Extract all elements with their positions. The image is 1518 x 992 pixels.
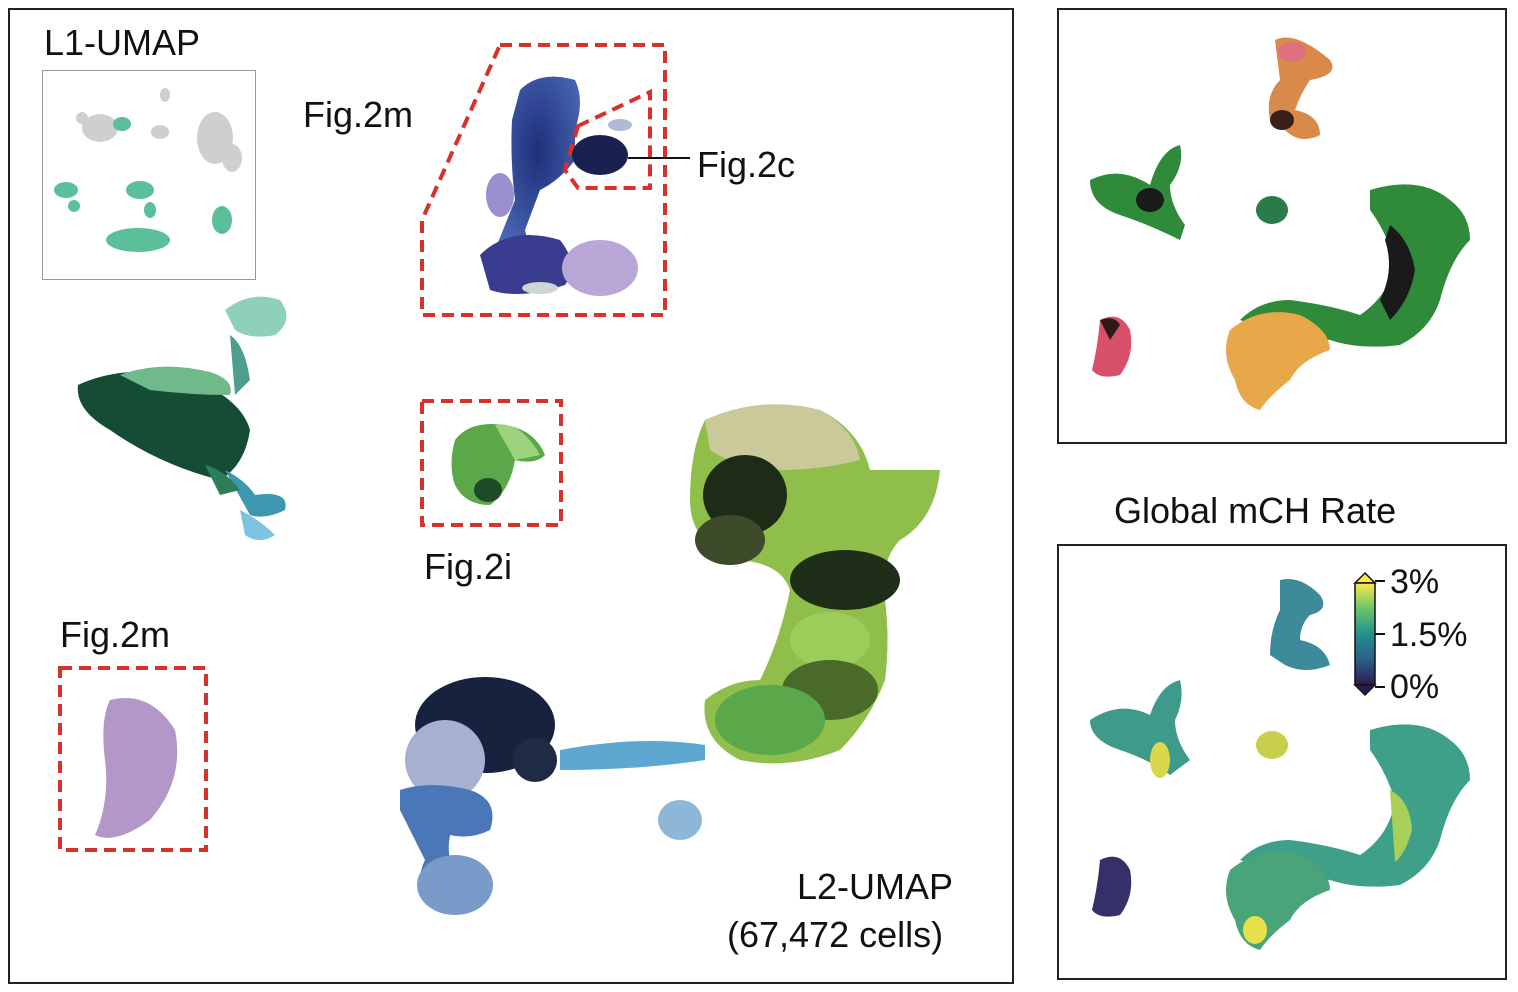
green-cluster — [77, 296, 287, 540]
fig2c-box — [562, 88, 652, 190]
colorbar-tick-max: 3% — [1390, 563, 1440, 601]
purple-crescent-cluster — [95, 698, 178, 838]
fig2i-box — [420, 399, 563, 527]
cell-count-label: (67,472 cells) — [727, 914, 944, 955]
l1-umap-title: L1-UMAP — [44, 22, 201, 63]
blue-cluster — [480, 76, 638, 296]
fig2i-label: Fig.2i — [424, 546, 513, 587]
colorbar — [1353, 571, 1385, 697]
l2-umap-title: L2-UMAP — [797, 866, 954, 907]
fig2m-bottom-box — [58, 666, 208, 852]
global-mch-title: Global mCH Rate — [1114, 490, 1397, 531]
fig2i-cluster — [451, 424, 545, 505]
fig2m-bottom-label: Fig.2m — [60, 614, 171, 655]
fig2m-top-box — [420, 43, 667, 317]
fig2m-top-label: Fig.2m — [303, 94, 414, 135]
dashed-callout-boxes — [58, 43, 667, 852]
large-green-arc-cluster — [560, 404, 940, 840]
right-top-clusters — [1090, 37, 1470, 410]
fig2c-label: Fig.2c — [697, 144, 796, 185]
l1-umap-clusters — [54, 88, 242, 252]
dark-blue-cluster — [400, 677, 557, 915]
right-bottom-clusters — [1090, 579, 1470, 950]
colorbar-tick-min: 0% — [1390, 668, 1440, 706]
colorbar-tick-mid: 1.5% — [1390, 616, 1468, 654]
